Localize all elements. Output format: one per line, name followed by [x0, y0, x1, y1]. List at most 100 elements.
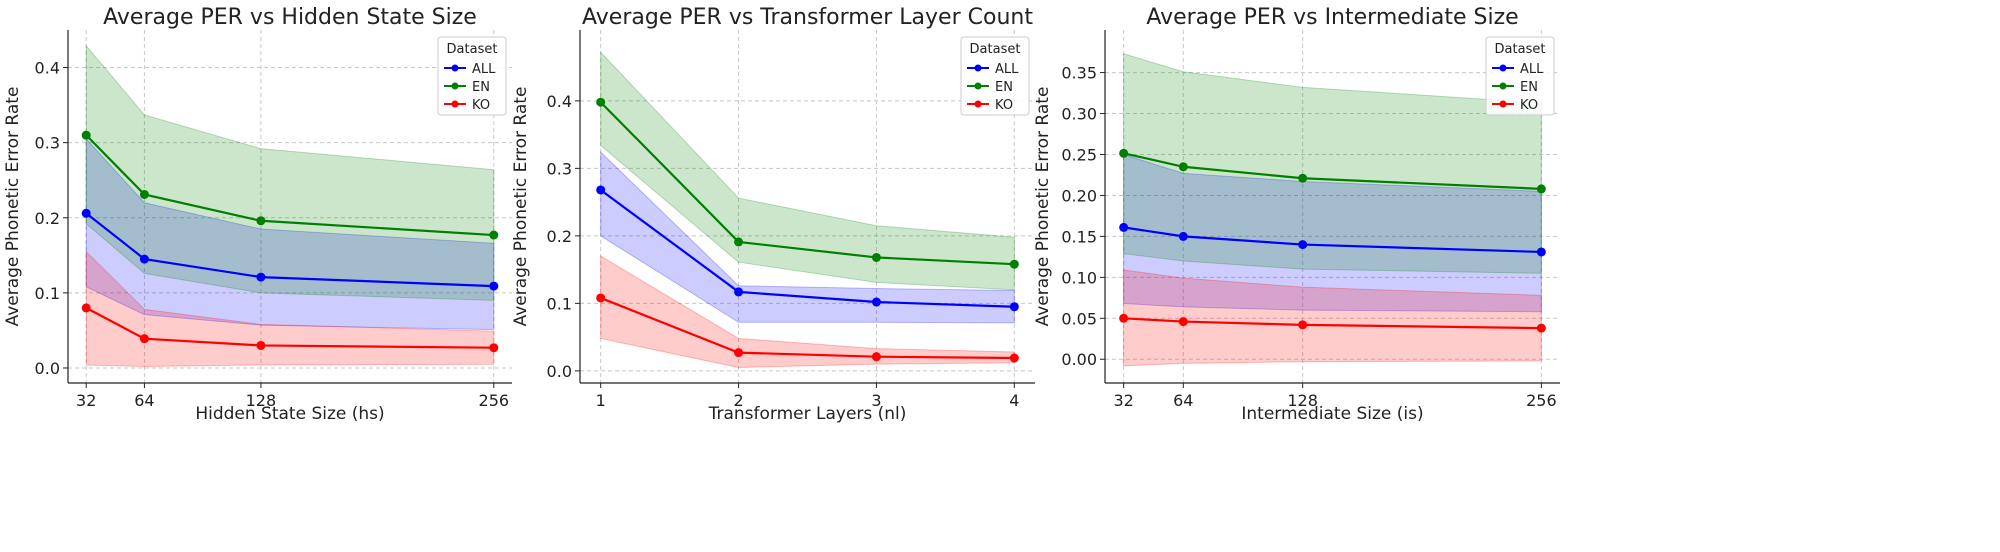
xtick-label: 256 [1526, 391, 1557, 410]
line-en [85, 134, 494, 237]
y-axis-label: Average Phonetic Error Rate [1033, 87, 1053, 327]
xtick-label: 64 [1173, 391, 1193, 410]
point-en [1536, 184, 1546, 194]
legend-label-all: ALL [472, 62, 496, 77]
ytick-label: 0.0 [547, 362, 572, 381]
x-axis-label: Hidden State Size (hs) [195, 404, 384, 424]
xtick-label: 4 [1009, 391, 1019, 410]
ytick-label: 0.3 [547, 159, 572, 178]
point-all [1009, 302, 1019, 312]
band-all [1123, 153, 1542, 313]
ytick-label: 0.30 [1061, 105, 1097, 124]
chart-title: Average PER vs Transformer Layer Count [582, 5, 1033, 30]
legend-box [960, 36, 1030, 116]
xtick-label: 2 [733, 391, 743, 410]
ytick-label: 0.4 [547, 92, 572, 111]
legend-label-ko: KO [995, 98, 1013, 113]
ytick-label: 0.2 [547, 227, 572, 246]
ytick-label: 0.35 [1061, 64, 1097, 83]
ytick-label: 0.0 [35, 359, 60, 378]
ytick-label: 0.15 [1061, 227, 1097, 246]
ytick-label: 0.05 [1061, 309, 1097, 328]
point-all [734, 287, 744, 297]
point-all [1536, 247, 1546, 257]
xtick-label: 128 [1287, 391, 1318, 410]
point-ko [1119, 313, 1129, 323]
legend-title: Dataset [447, 42, 498, 57]
point-all [871, 297, 881, 307]
point-all [1178, 231, 1188, 241]
line-en [1123, 152, 1542, 190]
point-en [256, 216, 266, 226]
ytick-label: 0.4 [35, 59, 60, 78]
subplot-1: 0.0 0.1 0.2 0.3 0.4 32 64 128 256 Average PER vs … [3, 5, 512, 424]
legend-marker-ko [974, 100, 982, 108]
x-axis-label: Transformer Layers (nl) [708, 404, 907, 424]
line-all [85, 212, 494, 288]
point-en [1009, 259, 1019, 269]
line-en [599, 101, 1015, 266]
legend-label-ko: KO [1520, 98, 1538, 113]
line-ko [1123, 317, 1542, 330]
xtick-label: 128 [246, 391, 277, 410]
legend: Dataset ALL EN KO [1485, 36, 1555, 116]
point-ko [489, 343, 499, 353]
line-all [600, 189, 1015, 308]
xtick-label: 32 [76, 391, 96, 410]
legend-label-en: EN [472, 80, 490, 95]
subplot-3: 0.00 0.05 0.10 0.15 0.20 0.25 0.30 0.35 32 64 128 2… [1033, 5, 1560, 424]
y-axis-label: Average Phonetic Error Rate [3, 87, 23, 327]
legend-marker-en [451, 82, 459, 90]
xtick-label: 256 [479, 391, 510, 410]
line-ko [600, 296, 1015, 360]
point-all [139, 254, 149, 264]
point-ko [81, 303, 91, 313]
chart-title: Average PER vs Intermediate Size [1146, 5, 1518, 30]
point-en [871, 252, 881, 262]
xtick-label: 3 [871, 391, 881, 410]
legend-marker-en [1499, 82, 1507, 90]
line-ko [85, 306, 494, 349]
point-ko [871, 352, 881, 362]
point-all [1119, 222, 1129, 232]
point-ko [1009, 353, 1019, 363]
point-all [256, 272, 266, 282]
ytick-label: 0.00 [1061, 350, 1097, 369]
legend-marker-ko [1499, 100, 1507, 108]
xtick-label: 64 [134, 391, 154, 410]
y-axis-label: Average Phonetic Error Rate [511, 87, 531, 327]
ytick-label: 0.3 [35, 134, 60, 153]
legend-title: Dataset [1495, 42, 1546, 57]
point-ko [1178, 317, 1188, 327]
legend: Dataset ALL EN KO [960, 36, 1030, 116]
legend-label-ko: KO [472, 98, 490, 113]
point-ko [1298, 320, 1308, 330]
xtick-label: 32 [1113, 391, 1133, 410]
point-ko [256, 340, 266, 350]
point-all [596, 185, 606, 195]
legend-box [437, 36, 507, 116]
legend-label-all: ALL [1520, 62, 1544, 77]
chart-title: Average PER vs Hidden State Size [103, 5, 477, 30]
xtick-label: 1 [596, 391, 606, 410]
point-all [81, 208, 91, 218]
band-ko [85, 250, 495, 367]
point-en [1178, 162, 1188, 172]
point-ko [139, 334, 149, 344]
point-ko [596, 293, 606, 303]
point-en [596, 97, 606, 107]
legend: Dataset ALL EN KO [437, 36, 507, 116]
band-ko [1123, 269, 1542, 367]
legend-title: Dataset [970, 42, 1021, 57]
point-en [489, 230, 499, 240]
legend-label-en: EN [995, 80, 1013, 95]
ytick-label: 0.1 [547, 294, 572, 313]
ytick-label: 0.2 [35, 209, 60, 228]
point-ko [734, 348, 744, 358]
subplot-2: 0.0 0.1 0.2 0.3 0.4 1 2 3 4 Average PER vs Transf… [511, 5, 1035, 424]
line-all [1123, 226, 1542, 254]
legend-marker-all [451, 64, 459, 72]
ytick-label: 0.25 [1061, 145, 1097, 164]
ytick-label: 0.10 [1061, 268, 1097, 287]
